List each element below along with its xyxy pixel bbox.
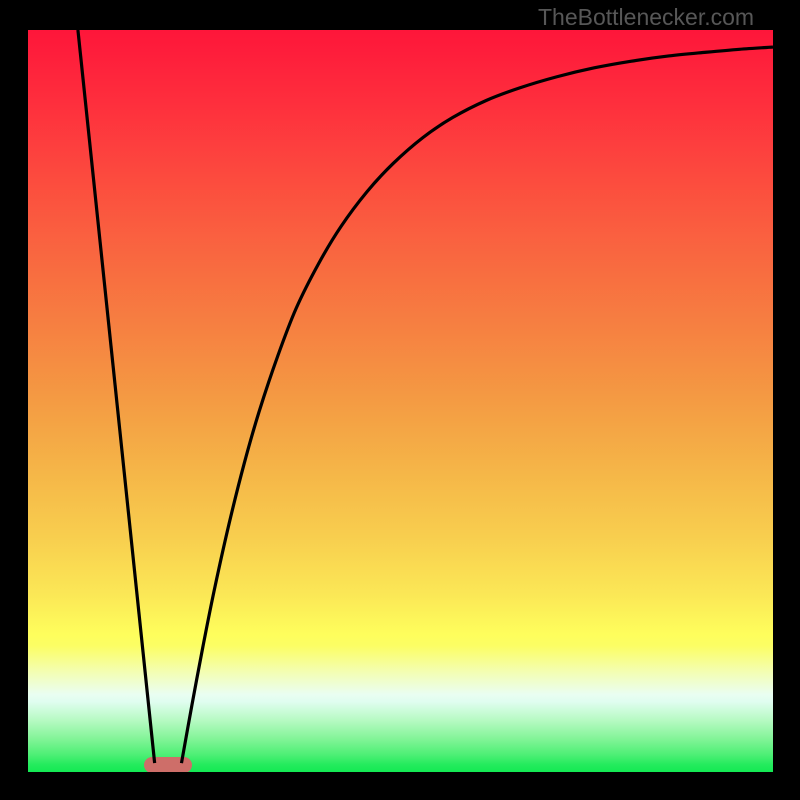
curve-right-segment <box>181 47 773 763</box>
bottleneck-curve <box>28 30 773 772</box>
curve-left-segment <box>78 30 155 763</box>
chart-frame: TheBottlenecker.com <box>0 0 800 800</box>
watermark-text: TheBottlenecker.com <box>538 4 754 31</box>
plot-area <box>28 30 773 772</box>
